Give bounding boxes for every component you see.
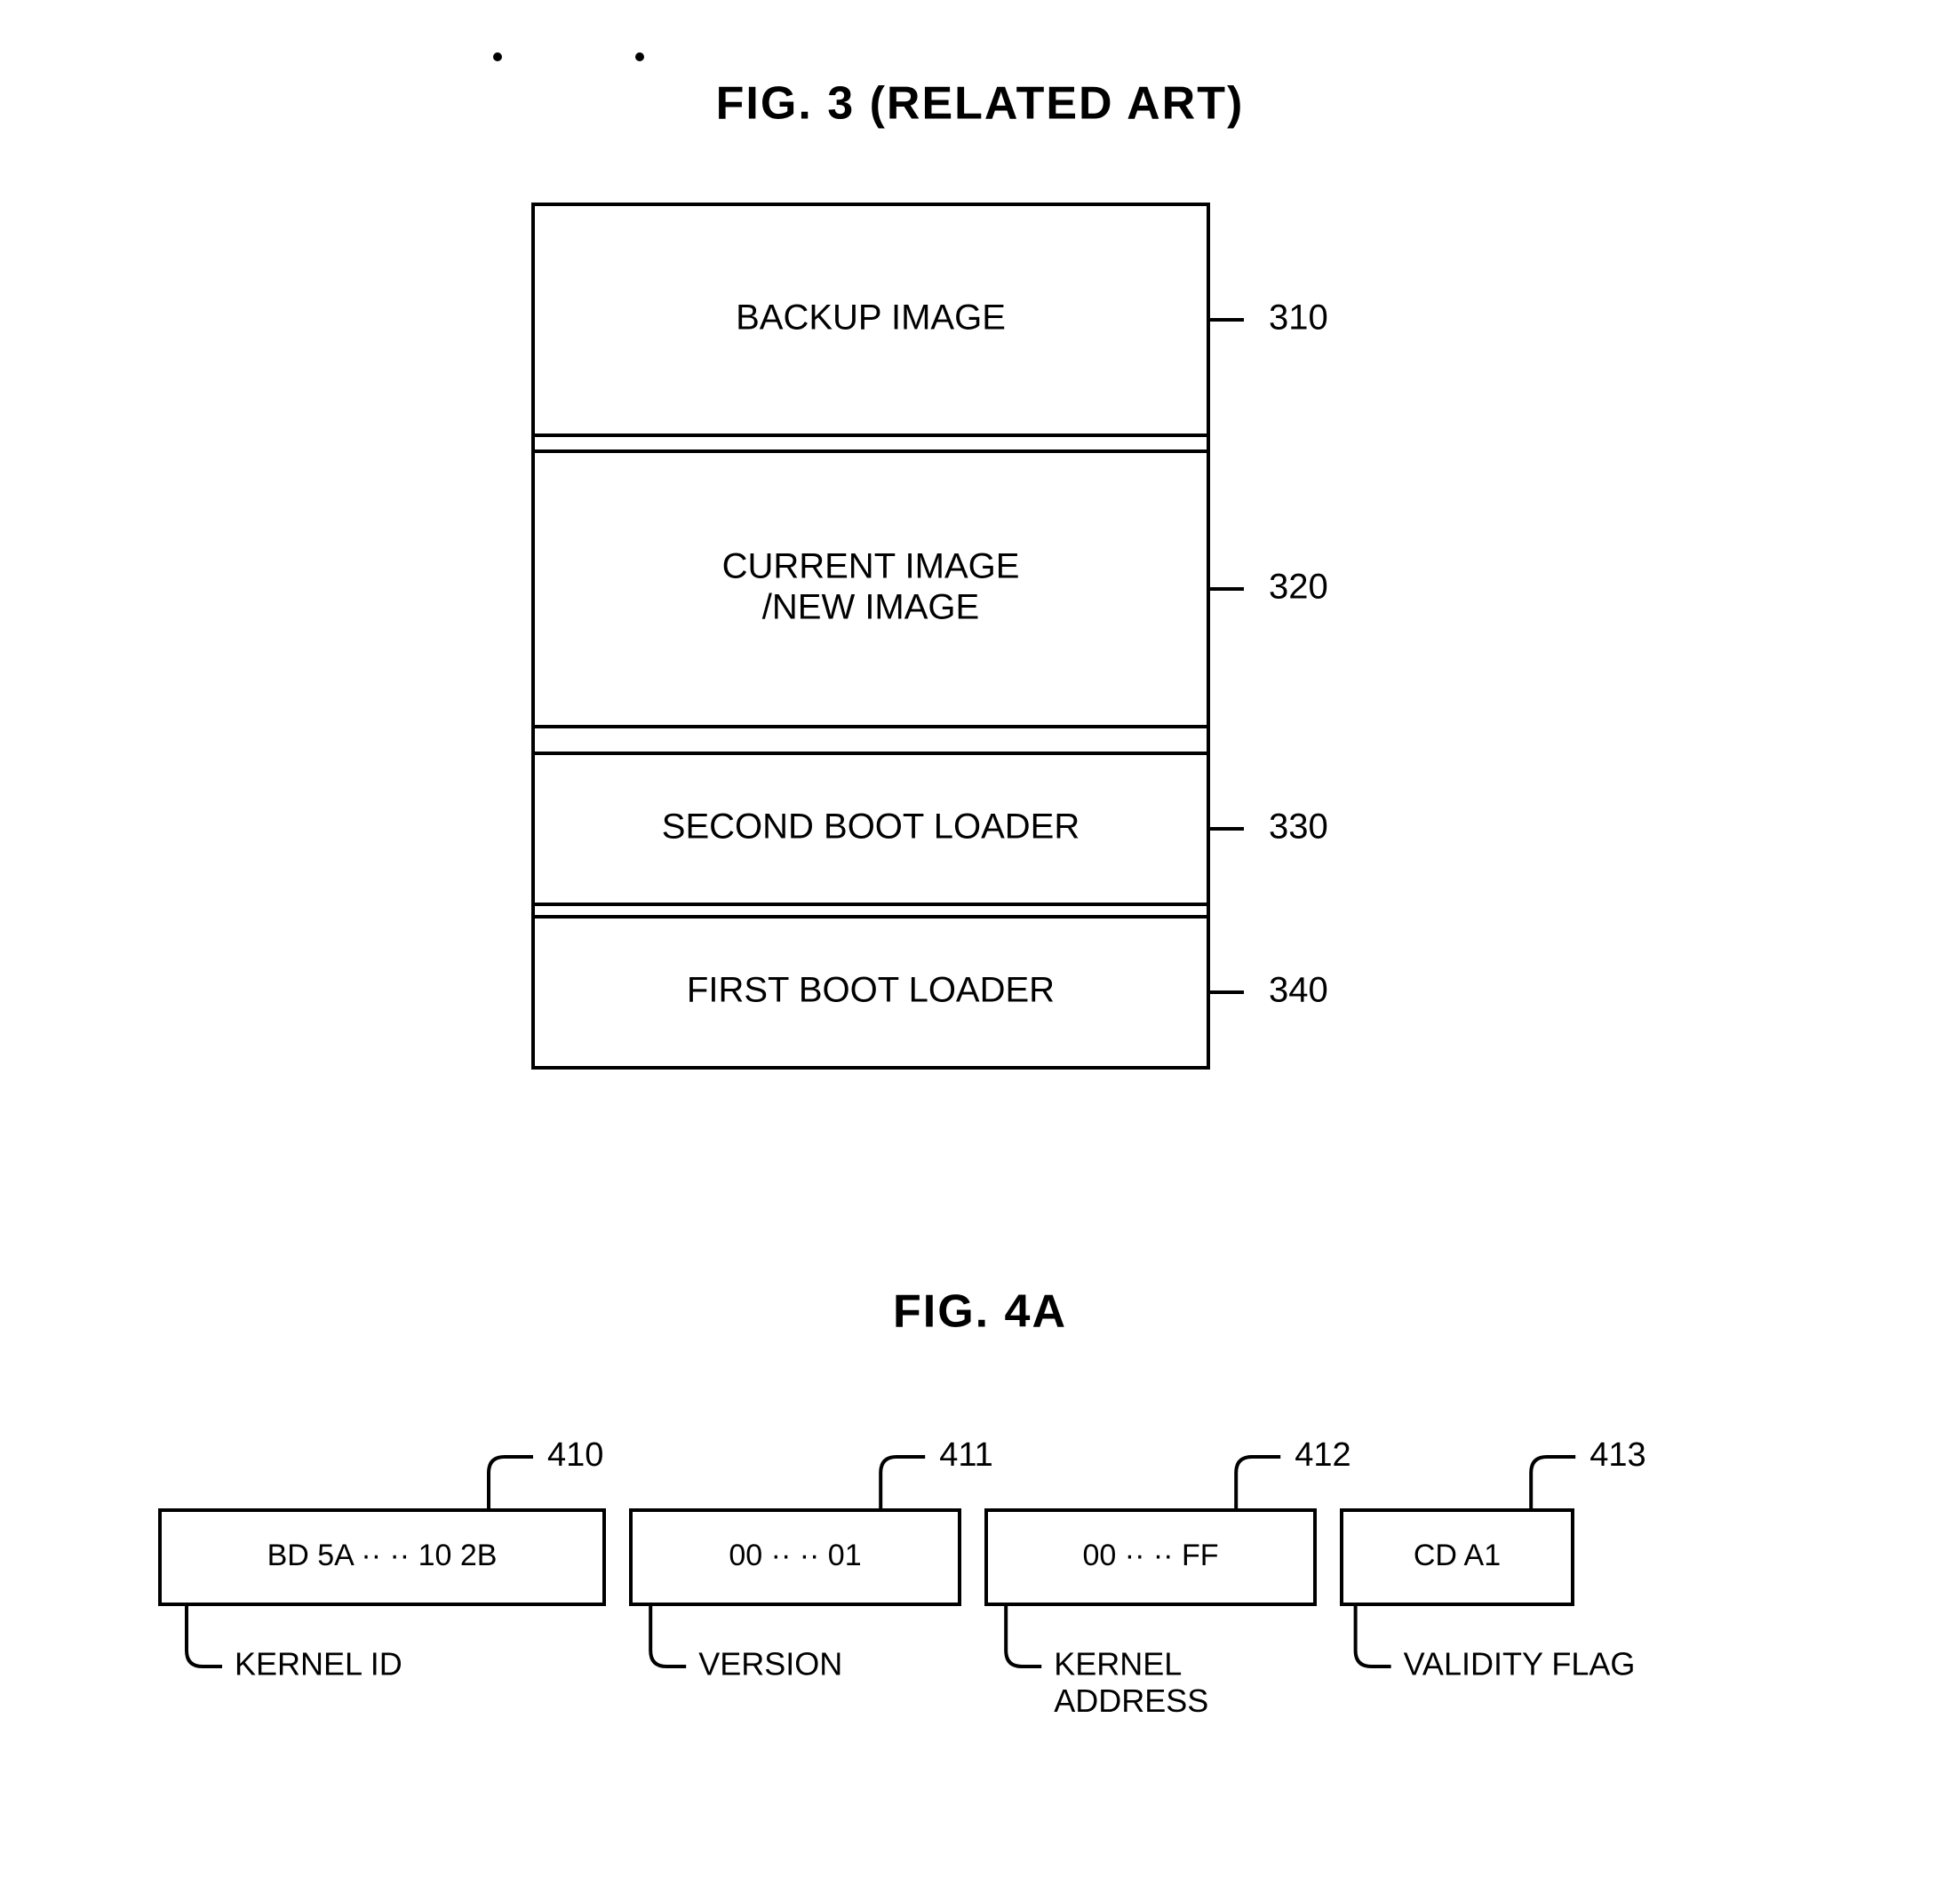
label-leader <box>650 1604 686 1666</box>
memory-block: SECOND BOOT LOADER 330 <box>533 753 1328 904</box>
memory-block: CURRENT IMAGE/NEW IMAGE 320 <box>533 451 1328 727</box>
block-label: CURRENT IMAGE <box>722 547 1020 586</box>
header-field: 00 ·· ·· FF 412 KERNELADDRESS <box>986 1436 1351 1719</box>
block-label: /NEW IMAGE <box>762 588 979 627</box>
fig4a-title: FIG. 4A <box>893 1286 1067 1338</box>
field-ref: 410 <box>547 1436 603 1474</box>
field-label: KERNEL <box>1054 1646 1182 1682</box>
header-field: BD 5A ·· ·· 10 2B 410 KERNEL ID <box>160 1436 604 1682</box>
ref-leader <box>1236 1457 1280 1510</box>
field-content: 00 ·· ·· FF <box>1083 1539 1219 1572</box>
memory-block: BACKUP IMAGE 310 <box>533 204 1328 435</box>
field-ref: 411 <box>939 1436 993 1474</box>
decorative-dot <box>635 52 644 61</box>
decorative-dot <box>493 52 502 61</box>
field-ref: 412 <box>1295 1436 1350 1474</box>
ref-leader <box>1531 1457 1575 1510</box>
label-leader <box>1356 1604 1391 1666</box>
label-leader <box>187 1604 222 1666</box>
block-ref: 320 <box>1269 568 1328 607</box>
field-label: ADDRESS <box>1054 1682 1208 1719</box>
block-ref: 340 <box>1269 971 1328 1010</box>
label-leader <box>1006 1604 1041 1666</box>
field-label: VERSION <box>698 1646 842 1682</box>
field-ref: 413 <box>1590 1436 1645 1474</box>
block-label: FIRST BOOT LOADER <box>687 971 1055 1010</box>
block-label: SECOND BOOT LOADER <box>662 807 1080 847</box>
field-content: 00 ·· ·· 01 <box>729 1539 861 1572</box>
header-field: 00 ·· ·· 01 411 VERSION <box>631 1436 993 1682</box>
fig3-title: FIG. 3 (RELATED ART) <box>716 78 1245 130</box>
field-label: VALIDITY FLAG <box>1404 1646 1636 1682</box>
memory-block: FIRST BOOT LOADER 340 <box>533 917 1328 1068</box>
ref-leader <box>880 1457 925 1510</box>
block-label: BACKUP IMAGE <box>736 298 1006 338</box>
field-content: CD A1 <box>1414 1539 1501 1572</box>
ref-leader <box>489 1457 533 1510</box>
block-ref: 310 <box>1269 298 1328 338</box>
block-ref: 330 <box>1269 807 1328 847</box>
field-content: BD 5A ·· ·· 10 2B <box>267 1539 498 1572</box>
field-label: KERNEL ID <box>235 1646 402 1682</box>
header-field: CD A1 413 VALIDITY FLAG <box>1342 1436 1646 1682</box>
